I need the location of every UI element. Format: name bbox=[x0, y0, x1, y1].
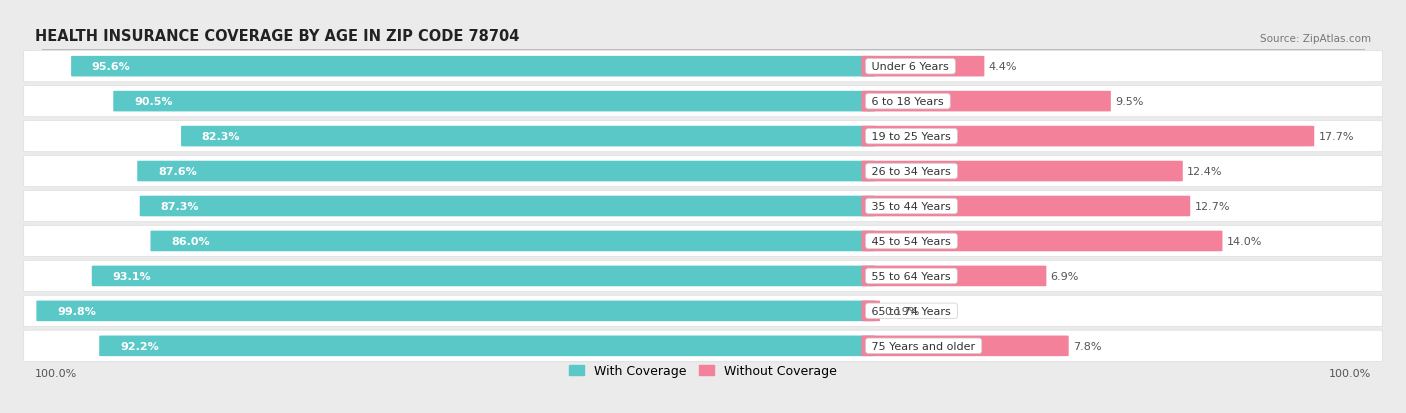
FancyBboxPatch shape bbox=[24, 156, 1382, 187]
Text: 12.4%: 12.4% bbox=[1187, 166, 1222, 177]
Text: 35 to 44 Years: 35 to 44 Years bbox=[869, 202, 955, 211]
Text: 93.1%: 93.1% bbox=[112, 271, 150, 281]
FancyBboxPatch shape bbox=[24, 121, 1382, 152]
FancyBboxPatch shape bbox=[114, 92, 875, 112]
FancyBboxPatch shape bbox=[24, 330, 1382, 362]
Text: 4.4%: 4.4% bbox=[988, 62, 1017, 72]
Text: 92.2%: 92.2% bbox=[120, 341, 159, 351]
Text: 0.19%: 0.19% bbox=[884, 306, 920, 316]
FancyBboxPatch shape bbox=[24, 296, 1382, 327]
Text: 55 to 64 Years: 55 to 64 Years bbox=[869, 271, 955, 281]
Text: 7.8%: 7.8% bbox=[1073, 341, 1101, 351]
Text: Source: ZipAtlas.com: Source: ZipAtlas.com bbox=[1260, 34, 1371, 44]
FancyBboxPatch shape bbox=[862, 57, 984, 77]
Text: 45 to 54 Years: 45 to 54 Years bbox=[869, 236, 955, 247]
FancyBboxPatch shape bbox=[37, 301, 875, 321]
FancyBboxPatch shape bbox=[24, 51, 1382, 83]
FancyBboxPatch shape bbox=[91, 266, 875, 287]
Text: 87.6%: 87.6% bbox=[157, 166, 197, 177]
Text: Under 6 Years: Under 6 Years bbox=[869, 62, 953, 72]
Text: 26 to 34 Years: 26 to 34 Years bbox=[869, 166, 955, 177]
FancyBboxPatch shape bbox=[862, 196, 1191, 217]
Text: 87.3%: 87.3% bbox=[160, 202, 198, 211]
Text: 90.5%: 90.5% bbox=[134, 97, 173, 107]
Text: 14.0%: 14.0% bbox=[1226, 236, 1263, 247]
Text: 9.5%: 9.5% bbox=[1115, 97, 1143, 107]
Text: 17.7%: 17.7% bbox=[1319, 132, 1354, 142]
Text: 86.0%: 86.0% bbox=[172, 236, 209, 247]
FancyBboxPatch shape bbox=[862, 336, 1069, 356]
FancyBboxPatch shape bbox=[862, 231, 1222, 252]
Text: 100.0%: 100.0% bbox=[1329, 368, 1371, 377]
FancyBboxPatch shape bbox=[862, 92, 1111, 112]
FancyBboxPatch shape bbox=[150, 231, 875, 252]
Text: 95.6%: 95.6% bbox=[91, 62, 131, 72]
Text: 75 Years and older: 75 Years and older bbox=[869, 341, 979, 351]
Text: 12.7%: 12.7% bbox=[1194, 202, 1230, 211]
Text: 65 to 74 Years: 65 to 74 Years bbox=[869, 306, 955, 316]
FancyBboxPatch shape bbox=[138, 161, 875, 182]
Text: 99.8%: 99.8% bbox=[58, 306, 96, 316]
Text: 6 to 18 Years: 6 to 18 Years bbox=[869, 97, 948, 107]
FancyBboxPatch shape bbox=[181, 126, 875, 147]
FancyBboxPatch shape bbox=[862, 266, 1046, 287]
FancyBboxPatch shape bbox=[100, 336, 875, 356]
FancyBboxPatch shape bbox=[24, 261, 1382, 292]
Text: 19 to 25 Years: 19 to 25 Years bbox=[869, 132, 955, 142]
FancyBboxPatch shape bbox=[139, 196, 875, 217]
FancyBboxPatch shape bbox=[862, 126, 1315, 147]
Text: 82.3%: 82.3% bbox=[201, 132, 240, 142]
FancyBboxPatch shape bbox=[862, 301, 880, 321]
FancyBboxPatch shape bbox=[72, 57, 875, 77]
Text: HEALTH INSURANCE COVERAGE BY AGE IN ZIP CODE 78704: HEALTH INSURANCE COVERAGE BY AGE IN ZIP … bbox=[35, 29, 519, 44]
Text: 6.9%: 6.9% bbox=[1050, 271, 1078, 281]
Legend: With Coverage, Without Coverage: With Coverage, Without Coverage bbox=[564, 359, 842, 382]
FancyBboxPatch shape bbox=[862, 161, 1182, 182]
Text: 100.0%: 100.0% bbox=[35, 368, 77, 377]
FancyBboxPatch shape bbox=[24, 191, 1382, 222]
FancyBboxPatch shape bbox=[24, 86, 1382, 117]
FancyBboxPatch shape bbox=[24, 226, 1382, 257]
